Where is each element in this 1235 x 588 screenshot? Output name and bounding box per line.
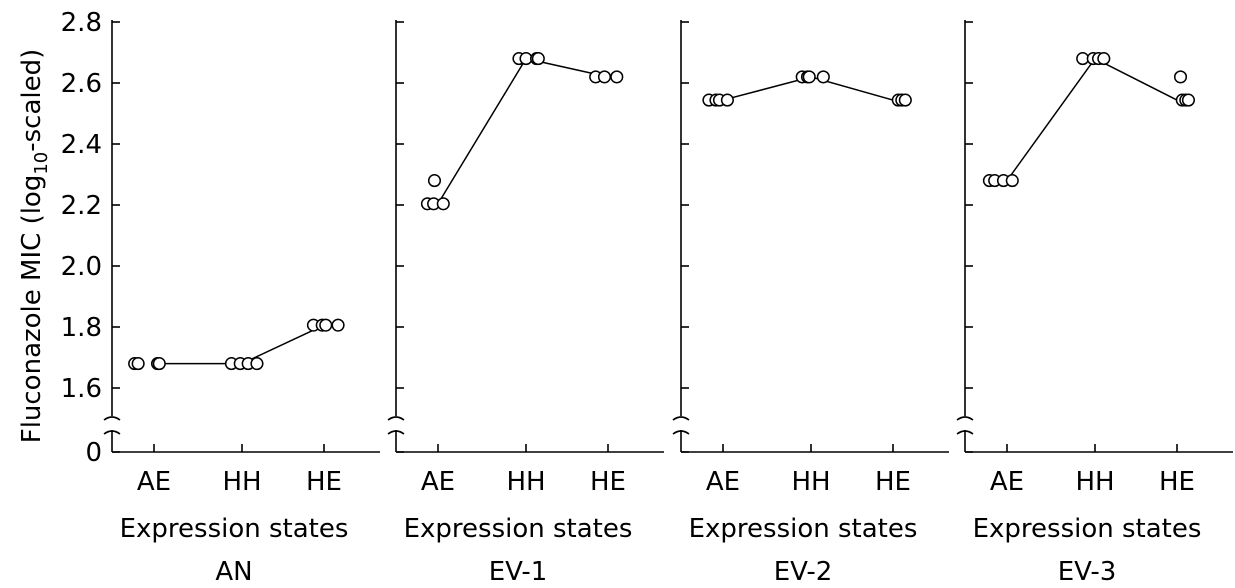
- panel-2-axes: [387, 20, 664, 453]
- data-point: [436, 197, 450, 211]
- axis-break-mark: [387, 416, 405, 421]
- data-point: [1181, 93, 1195, 107]
- axis-break-mark: [956, 430, 974, 435]
- x-axis-title: Expression states: [404, 514, 633, 544]
- data-point: [319, 318, 333, 332]
- axis-break-mark: [103, 430, 121, 435]
- y-tick-label: 1.6: [61, 374, 102, 404]
- x-tick-label: HH: [791, 467, 830, 497]
- x-axis-title: Expression states: [973, 514, 1202, 544]
- panel-1: 2.8 2.6 2.4 2.2 2.0 1.8 1.6 0 AE HH HE Expression s…: [61, 8, 380, 587]
- y-axis-title-main: Fluconazole MIC (log: [17, 175, 47, 444]
- data-point: [331, 318, 345, 332]
- x-tick-label: AE: [137, 467, 171, 497]
- data-point: [1097, 52, 1111, 66]
- axis-break-mark: [956, 416, 974, 421]
- y-tick-label-zero: 0: [85, 438, 102, 468]
- data-point: [1005, 174, 1019, 188]
- panel-1-axes: [103, 20, 380, 453]
- data-point: [131, 357, 145, 371]
- x-tick-label: AE: [706, 467, 740, 497]
- x-tick-label: HE: [306, 467, 342, 497]
- data-point: [597, 70, 612, 84]
- x-tick-label: HE: [590, 467, 626, 497]
- x-tick-label: HH: [506, 467, 545, 497]
- panel-title: EV-2: [774, 557, 833, 587]
- panel-4-axes: [956, 20, 1233, 453]
- x-tick-label: AE: [421, 467, 455, 497]
- mean-line: [437, 57, 609, 205]
- data-point: [531, 52, 545, 66]
- axis-break-mark: [387, 430, 405, 435]
- panel-3: AE HH HE Expression states EV-2: [672, 20, 949, 587]
- y-axis-title: Fluconazole MIC (log10-scaled): [17, 49, 52, 444]
- panel-title: AN: [215, 557, 252, 587]
- x-tick-label: HH: [222, 467, 261, 497]
- data-point: [898, 93, 912, 107]
- y-tick-label: 2.2: [61, 191, 102, 221]
- axis-break-mark: [672, 430, 690, 435]
- data-point: [816, 70, 830, 84]
- x-tick-label: AE: [990, 467, 1024, 497]
- panel-title: EV-3: [1058, 557, 1117, 587]
- data-point: [720, 93, 734, 107]
- x-tick-label: HE: [875, 467, 911, 497]
- y-tick-label: 2.6: [61, 69, 102, 99]
- panel-2: AE HH HE Expression states EV-1: [387, 20, 664, 587]
- data-point: [1173, 70, 1188, 84]
- x-tick-label: HE: [1159, 467, 1195, 497]
- y-axis-title-subscript: 10: [31, 152, 52, 175]
- y-tick-label: 2.8: [61, 8, 102, 38]
- data-point: [427, 174, 442, 188]
- axis-break-mark: [103, 416, 121, 421]
- data-point: [802, 70, 816, 84]
- data-point: [152, 357, 166, 371]
- data-point: [610, 70, 624, 84]
- y-axis-title-tail: -scaled): [17, 49, 47, 152]
- data-point: [250, 357, 264, 371]
- svg-text:Fluconazole MIC (log10-scaled: Fluconazole MIC (log10-scaled): [17, 49, 52, 444]
- y-tick-label: 1.8: [61, 313, 102, 343]
- x-axis-title: Expression states: [120, 514, 349, 544]
- panel-3-axes: [672, 20, 949, 453]
- mean-line: [1006, 57, 1178, 182]
- panel-4: AE HH HE Expression states EV-3: [956, 20, 1233, 587]
- x-tick-label: HH: [1075, 467, 1114, 497]
- panel-title: EV-1: [489, 557, 548, 587]
- y-tick-label: 2.0: [61, 252, 102, 282]
- y-tick-label: 2.4: [61, 130, 102, 160]
- axis-break-mark: [672, 416, 690, 421]
- x-axis-title: Expression states: [689, 514, 918, 544]
